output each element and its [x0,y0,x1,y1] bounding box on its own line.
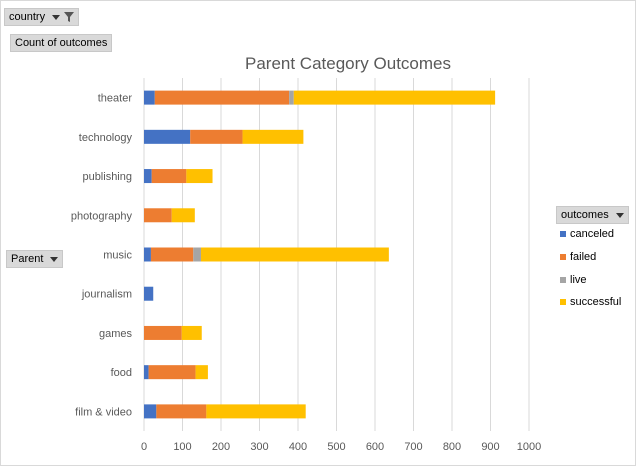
bar-segment-canceled [144,404,157,419]
category-label: music [103,250,132,262]
bar-segment-successful [186,169,213,184]
bar-segment-failed [151,169,187,184]
category-label: journalism [81,289,132,301]
bar-segment-canceled [144,247,151,262]
country-filter-label: country [9,11,46,23]
bar-segment-failed [144,208,172,223]
legend-swatch-live [560,277,566,284]
category-label: photography [71,210,133,222]
legend-item-failed: failed [560,251,596,263]
bar-segment-failed [156,404,207,419]
chart-title: Parent Category Outcomes [245,54,451,73]
x-tick-label: 400 [289,441,307,453]
legend-item-live: live [560,274,587,286]
category-label: film & video [75,406,132,418]
values-field-label: Count of outcomes [15,37,108,49]
x-tick-label: 300 [250,441,268,453]
category-label: technology [79,132,133,144]
bar-segment-failed [190,129,243,144]
chevron-down-icon [52,14,61,20]
x-tick-label: 700 [404,441,422,453]
bar-segment-successful [293,90,496,105]
bar-segment-failed [154,90,290,105]
chevron-down-icon [50,256,59,262]
x-tick-label: 100 [173,441,191,453]
outcomes-field-label: outcomes [561,209,609,221]
x-tick-label: 1000 [517,441,541,453]
x-tick-label: 500 [327,441,345,453]
values-field-button[interactable]: Count of outcomes [10,34,113,52]
parent-field-button[interactable]: Parent [6,250,64,268]
bar-segment-live [193,247,201,262]
bar-segment-canceled [144,129,191,144]
legend-item-canceled: canceled [560,228,614,240]
x-tick-label: 200 [212,441,230,453]
category-label: theater [98,93,133,105]
category-label: publishing [82,171,132,183]
category-label: games [99,328,133,340]
x-tick-label: 0 [141,441,147,453]
funnel-filter-icon [64,12,75,23]
category-label: food [111,367,132,379]
legend-item-successful: successful [560,296,621,308]
bar-segment-canceled [144,169,152,184]
bar-segment-failed [144,325,182,340]
bar-segment-successful [195,365,208,380]
bar-segment-canceled [144,286,154,301]
legend-swatch-failed [560,254,566,261]
bar-segment-canceled [144,90,155,105]
country-filter-button[interactable]: country [4,8,80,26]
bar-segment-successful [200,247,389,262]
bar-segment-live [289,90,294,105]
bar-segment-successful [206,404,306,419]
parent-field-label: Parent [11,253,44,265]
chevron-down-icon [615,212,624,218]
x-tick-label: 800 [443,441,461,453]
bar-segment-failed [150,247,194,262]
bar-segment-failed [148,365,196,380]
bar-segment-successful [171,208,195,223]
bar-segment-successful [181,325,202,340]
x-tick-label: 600 [366,441,384,453]
legend-swatch-successful [560,299,566,306]
outcomes-field-button[interactable]: outcomes [556,206,629,224]
legend-swatch-canceled [560,231,566,238]
x-tick-label: 900 [481,441,499,453]
bar-segment-canceled [144,365,149,380]
bar-segment-successful [242,129,304,144]
